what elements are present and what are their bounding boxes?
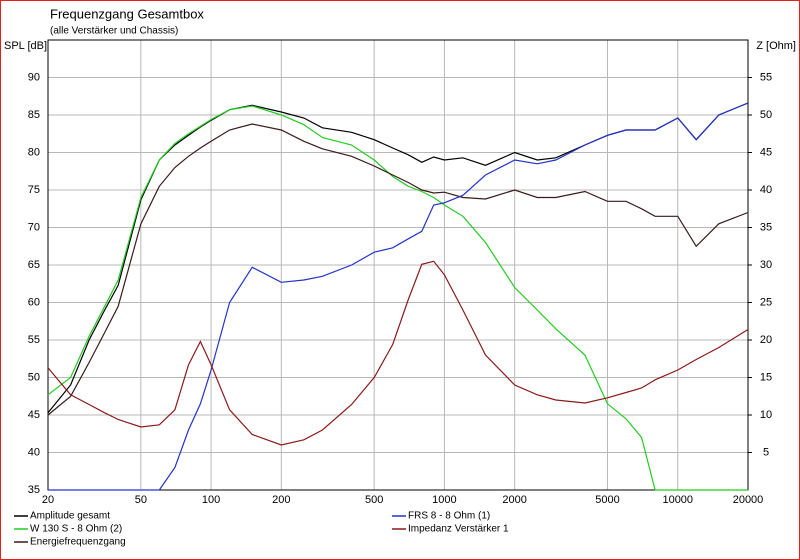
y-tick-label: 45 — [28, 409, 40, 421]
plot-frame — [47, 39, 749, 491]
legend-label: FRS 8 - 8 Ohm (1) — [408, 511, 490, 522]
x-tick-label: 10000 — [662, 494, 693, 506]
x-tick-label: 100 — [202, 494, 220, 506]
legend-label: Amplitude gesamt — [30, 511, 110, 522]
y2-tick-label: 25 — [760, 296, 772, 308]
y2-axis-label: Z [Ohm] — [756, 40, 796, 52]
series-line — [47, 105, 748, 491]
y-tick-label: 75 — [28, 184, 40, 196]
y-axis-label: SPL [dB] — [4, 40, 47, 52]
y-tick-label: 70 — [28, 221, 40, 233]
x-tick-label: 20 — [42, 494, 54, 506]
legend-label: Impedanz Verstärker 1 — [408, 524, 509, 535]
y-tick-label: 85 — [28, 109, 40, 121]
y-tick-label: 40 — [28, 446, 40, 458]
x-tick-label: 200 — [272, 494, 290, 506]
y2-tick-label: 15 — [760, 371, 772, 383]
x-tick-label: 50 — [135, 494, 147, 506]
series-line — [47, 260, 749, 446]
y-tick-label: 60 — [28, 296, 40, 308]
y2-tick-label: 50 — [760, 109, 772, 121]
y-tick-label: 55 — [28, 334, 40, 346]
x-tick-label: 5000 — [595, 494, 619, 506]
y-tick-label: 80 — [28, 146, 40, 158]
y2-tick-label: 55 — [760, 71, 772, 83]
legend-label: Energiefrequenzgang — [30, 537, 126, 548]
y2-tick-label: 10 — [760, 409, 772, 421]
y2-tick-label: 5 — [763, 446, 769, 458]
series-line — [47, 123, 749, 416]
x-tick-label: 1000 — [432, 494, 456, 506]
x-tick-label: 20000 — [733, 494, 764, 506]
chart-title: Frequenzgang Gesamtbox — [50, 6, 204, 21]
x-tick-label: 2000 — [502, 494, 526, 506]
y-tick-label: 90 — [28, 71, 40, 83]
y2-tick-label: 35 — [760, 221, 772, 233]
y-tick-label: 35 — [28, 484, 40, 496]
y2-tick-label: 20 — [760, 334, 772, 346]
y2-tick-label: 30 — [760, 259, 772, 271]
y-tick-label: 65 — [28, 259, 40, 271]
x-tick-label: 500 — [365, 494, 383, 506]
chart-subtitle: (alle Verstärker und Chassis) — [50, 26, 178, 37]
legend-label: W 130 S - 8 Ohm (2) — [30, 524, 122, 535]
y2-tick-label: 45 — [760, 146, 772, 158]
y-tick-label: 50 — [28, 371, 40, 383]
series-line — [48, 102, 749, 491]
y2-tick-label: 40 — [760, 184, 772, 196]
